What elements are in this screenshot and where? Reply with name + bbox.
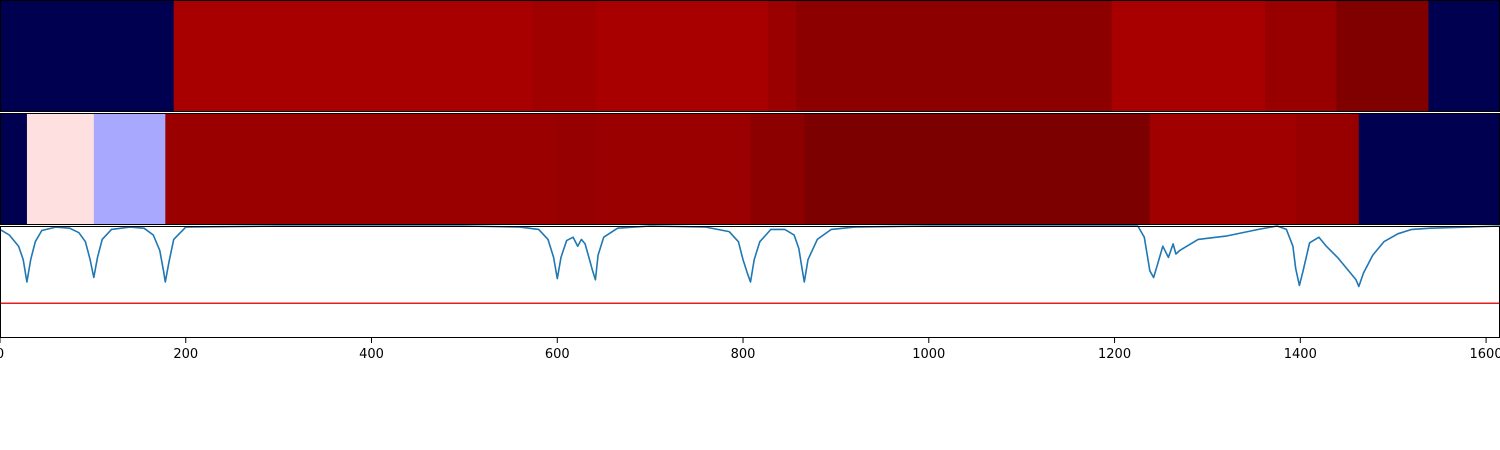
heatmap-cell-2-1 (26, 113, 95, 225)
x-tick-label-7: 1400 (1284, 347, 1317, 362)
heatmap-cell-2-7 (804, 113, 1151, 225)
heatmap-cell-2-0 (0, 113, 28, 225)
heatmap-cell-2-10 (1358, 113, 1500, 225)
series-line-0 (0, 225, 1500, 288)
heatmap-cell-2-8 (1149, 113, 1297, 225)
x-tick-label-0: 0 (0, 347, 4, 362)
heatmap-cell-2-5 (597, 113, 751, 225)
line-plot-panel (0, 225, 1500, 338)
heatmap-cell-2-4 (557, 113, 598, 225)
heatmap-cell-1-1 (173, 0, 533, 112)
heatmap-cell-1-3 (596, 0, 769, 112)
heatmap-cell-2-6 (750, 113, 805, 225)
heatmap-cell-1-4 (768, 0, 797, 112)
heatmap-cell-1-5 (795, 0, 1113, 112)
heatmap-cell-1-6 (1111, 0, 1266, 112)
x-tick-label-8: 1600 (1470, 347, 1500, 362)
heatmap-panel-middle (0, 113, 1500, 225)
heatmap-cell-1-9 (1428, 0, 1500, 112)
heatmap-cell-2-3 (165, 113, 558, 225)
heatmap-cell-1-7 (1265, 0, 1338, 112)
x-tick-label-2: 400 (359, 347, 384, 362)
x-tick-label-3: 600 (545, 347, 570, 362)
x-tick-label-6: 1200 (1098, 347, 1131, 362)
x-tick-label-1: 200 (173, 347, 198, 362)
heatmap-panel-top (0, 0, 1500, 112)
x-tick-label-5: 1000 (912, 347, 945, 362)
x-tick-label-4: 800 (731, 347, 756, 362)
heatmap-cell-1-8 (1336, 0, 1429, 112)
heatmap-cell-1-0 (0, 0, 175, 112)
heatmap-cell-2-2 (93, 113, 166, 225)
x-axis: 0 200 400 600 800 1000 1200 1400 1600 (0, 338, 1500, 362)
heatmap-cell-1-2 (532, 0, 597, 112)
heatmap-cell-2-9 (1295, 113, 1360, 225)
